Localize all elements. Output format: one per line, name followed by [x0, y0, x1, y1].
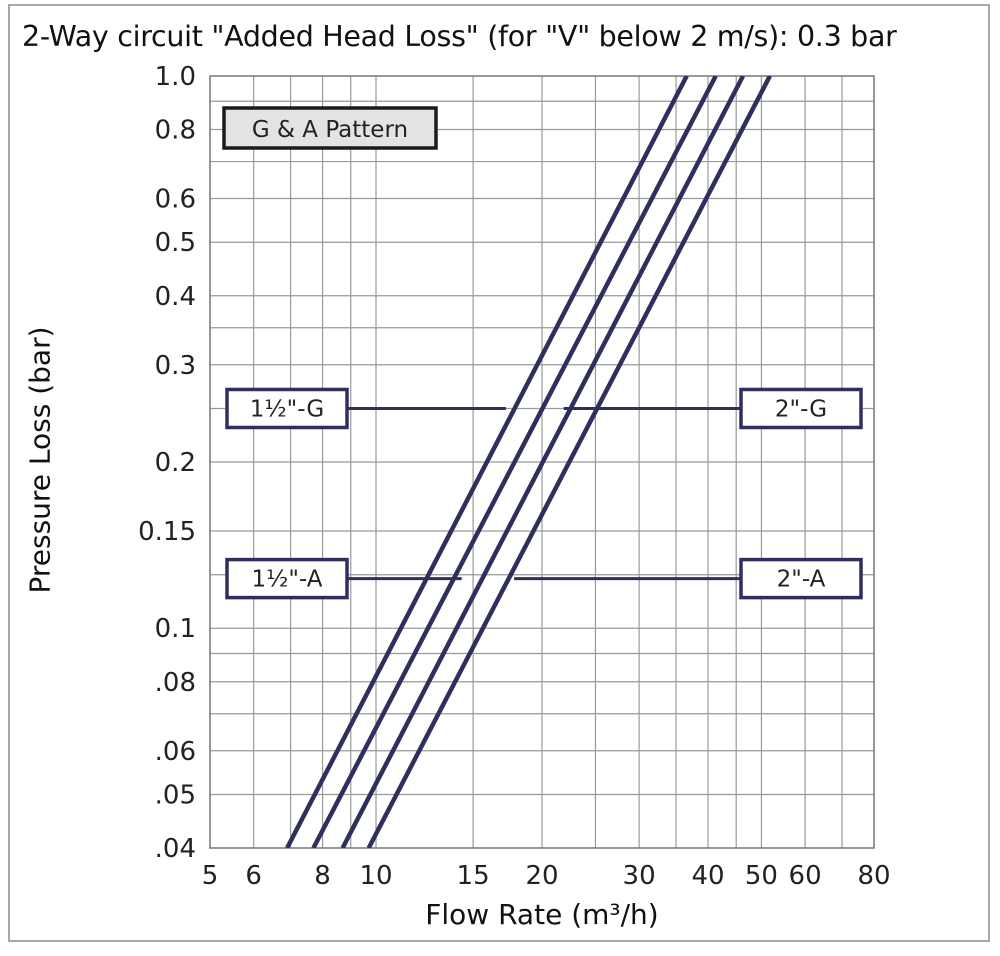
y-tick-label: 0.8: [155, 116, 196, 146]
series-label-box-3: [225, 557, 349, 600]
series-label-2: 2"-G: [775, 396, 827, 422]
x-tick-label: 5: [202, 861, 219, 891]
series-label-3: 1½"-A: [251, 567, 322, 593]
x-tick-label: 30: [623, 861, 656, 891]
series-line-4: [366, 76, 772, 848]
series-line-1: [285, 76, 689, 848]
y-tick-label: 1.0: [155, 62, 196, 92]
x-tick-label: 60: [789, 861, 822, 891]
series-line-2: [311, 76, 718, 848]
y-tick-label: 0.1: [155, 614, 196, 644]
pattern-annotation: G & A Pattern: [252, 117, 408, 143]
grid: [209, 75, 875, 849]
x-tick-label: 6: [245, 861, 262, 891]
x-axis-label: Flow Rate (m³/h): [425, 898, 659, 931]
series-label-box-2: [739, 387, 863, 430]
y-tick-label: 0.4: [155, 282, 196, 312]
series-label-box-4: [739, 557, 863, 600]
y-tick-label: 0.6: [155, 185, 196, 215]
chart-title: 2-Way circuit "Added Head Loss" (for "V"…: [22, 20, 897, 53]
x-tick-label: 10: [359, 861, 392, 891]
y-tick-label: .06: [155, 737, 196, 767]
y-tick-label: 0.3: [155, 351, 196, 381]
chart-frame: [8, 4, 990, 942]
x-tick-label: 15: [457, 861, 490, 891]
series-label-4: 2"-A: [777, 567, 826, 593]
y-tick-label: 0.15: [138, 517, 196, 547]
series-label-1: 1½"-G: [250, 396, 324, 422]
axis-ticks: 5 6 8 10 15 20 30 40 50 60 80 1.0 0.8 0.6 0.5 0.4 0.3 0.2…: [138, 62, 890, 891]
x-tick-label: 80: [857, 861, 890, 891]
series-labels: 1½"-G 2"-G 1½"-A 2"-A G & A Pattern: [222, 106, 863, 600]
series-lines: [285, 76, 772, 848]
x-tick-label: 8: [314, 861, 331, 891]
series-line-3: [340, 76, 745, 848]
series-label-box-1: [225, 387, 349, 430]
plot-border: [209, 75, 875, 849]
x-tick-label: 40: [691, 861, 724, 891]
y-tick-label: .04: [155, 834, 196, 864]
x-tick-label: 50: [745, 861, 778, 891]
y-tick-label: .08: [155, 668, 196, 698]
y-tick-label: 0.2: [155, 448, 196, 478]
y-axis-label: Pressure Loss (bar): [23, 326, 57, 594]
pattern-annotation-box: [222, 106, 438, 150]
x-tick-label: 20: [525, 861, 558, 891]
y-tick-label: 0.5: [155, 228, 196, 258]
y-tick-label: .05: [155, 780, 196, 810]
